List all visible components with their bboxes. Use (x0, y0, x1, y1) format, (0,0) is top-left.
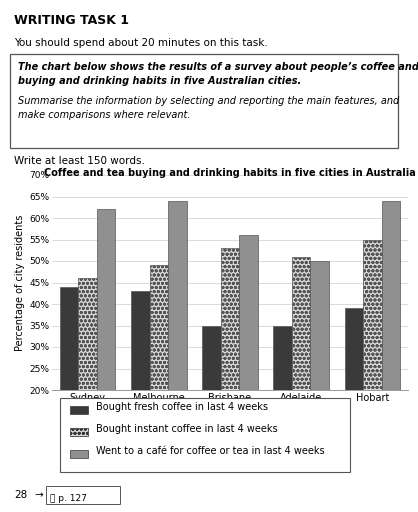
Text: Write at least 150 words.: Write at least 150 words. (14, 156, 145, 166)
Text: Went to a café for coffee or tea in last 4 weeks: Went to a café for coffee or tea in last… (96, 446, 325, 456)
Text: Bought fresh coffee in last 4 weeks: Bought fresh coffee in last 4 weeks (96, 402, 268, 412)
Text: →: → (34, 490, 43, 500)
Text: 28: 28 (14, 490, 27, 500)
Bar (97, 209, 115, 476)
Text: Summarise the information by selecting and reporting the main features, and: Summarise the information by selecting a… (18, 96, 399, 106)
Bar (202, 326, 221, 476)
Y-axis label: Percentage of city residents: Percentage of city residents (15, 215, 25, 351)
Bar (60, 287, 78, 476)
Bar (344, 308, 363, 476)
Text: 🔗 p. 127: 🔗 p. 127 (50, 494, 87, 503)
Bar (292, 257, 311, 476)
Text: The chart below shows the results of a survey about people’s coffee and tea: The chart below shows the results of a s… (18, 62, 418, 72)
Text: WRITING TASK 1: WRITING TASK 1 (14, 14, 129, 27)
Text: Coffee and tea buying and drinking habits in five cities in Australia: Coffee and tea buying and drinking habit… (44, 168, 416, 178)
Bar (382, 201, 400, 476)
Text: make comparisons where relevant.: make comparisons where relevant. (18, 110, 191, 120)
Text: buying and drinking habits in five Australian cities.: buying and drinking habits in five Austr… (18, 76, 301, 86)
Bar (131, 291, 150, 476)
Text: You should spend about 20 minutes on this task.: You should spend about 20 minutes on thi… (14, 38, 268, 48)
Bar (168, 201, 186, 476)
Bar (273, 326, 292, 476)
Bar (221, 248, 239, 476)
Bar (363, 240, 382, 476)
Bar (78, 278, 97, 476)
Bar (311, 261, 329, 476)
Bar (239, 235, 258, 476)
Text: Bought instant coffee in last 4 weeks: Bought instant coffee in last 4 weeks (96, 424, 278, 434)
Bar (150, 265, 168, 476)
